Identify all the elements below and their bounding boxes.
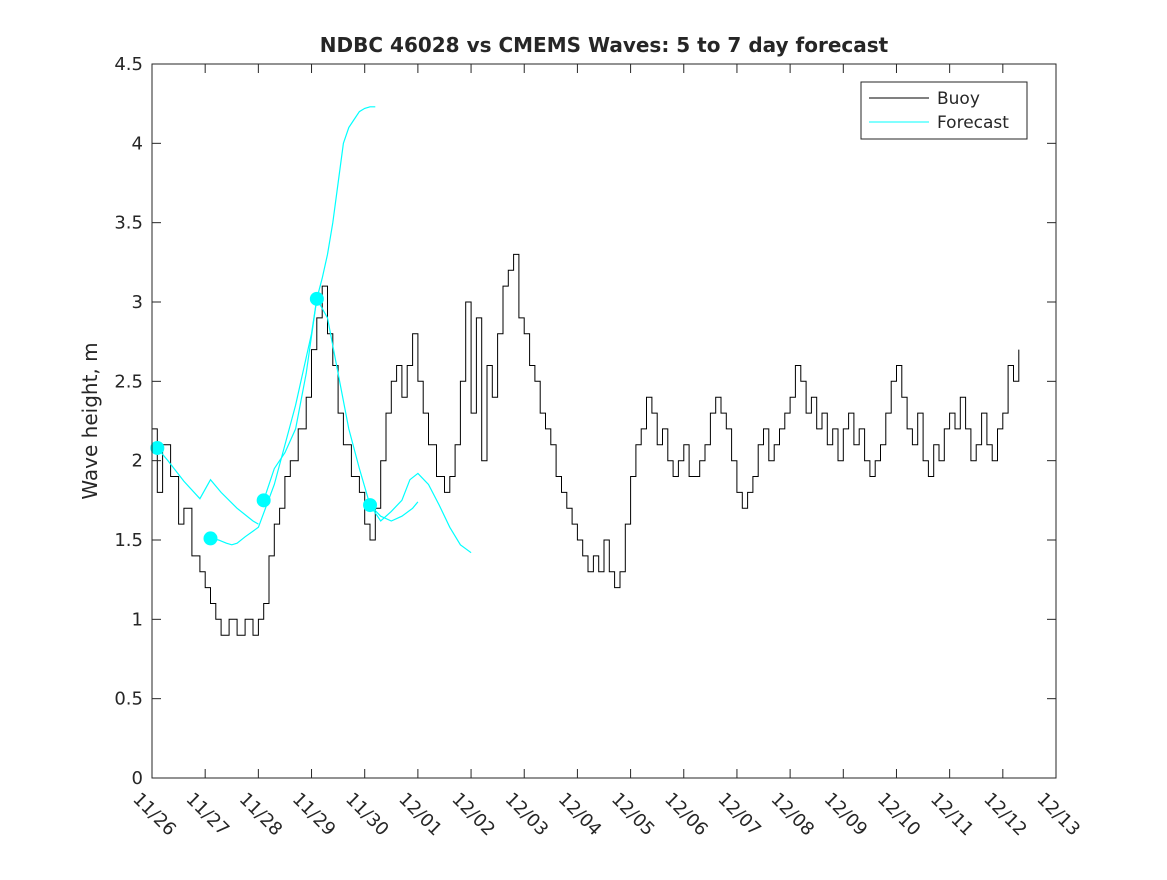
forecast-line	[156, 447, 259, 525]
y-axis-label: Wave height, m	[78, 342, 102, 499]
buoy-line	[152, 253, 1020, 636]
chart-title: NDBC 46028 vs CMEMS Waves: 5 to 7 day fo…	[320, 33, 889, 57]
y-tick-label: 3.5	[114, 213, 143, 234]
y-tick-label: 2	[132, 451, 143, 472]
legend-label-buoy: Buoy	[937, 89, 980, 109]
forecast-line	[263, 106, 376, 501]
y-tick-label: 1	[132, 609, 143, 630]
legend-box	[860, 81, 1028, 140]
forecast-start-point	[150, 440, 165, 455]
legend: Buoy Forecast	[860, 81, 1028, 140]
forecast-start-point	[256, 493, 271, 508]
y-tick-label: 1.5	[114, 530, 143, 551]
plot-area	[152, 64, 1056, 778]
y-tick-label: 4	[132, 133, 143, 154]
axes-box	[151, 63, 1057, 779]
legend-label-forecast: Forecast	[937, 113, 1009, 133]
y-tick-label: 3	[132, 292, 143, 313]
data-layer	[150, 106, 1020, 636]
y-tick-label: 2.5	[114, 371, 143, 392]
forecast-start-point	[363, 498, 378, 513]
forecast-start-point	[309, 291, 324, 306]
y-tick-label: 0	[132, 768, 143, 789]
y-tick-label: 0.5	[114, 689, 143, 710]
forecast-line	[369, 472, 472, 554]
y-tick-label: 4.5	[114, 54, 143, 75]
forecast-line	[210, 298, 318, 546]
forecast-start-point	[203, 531, 218, 546]
